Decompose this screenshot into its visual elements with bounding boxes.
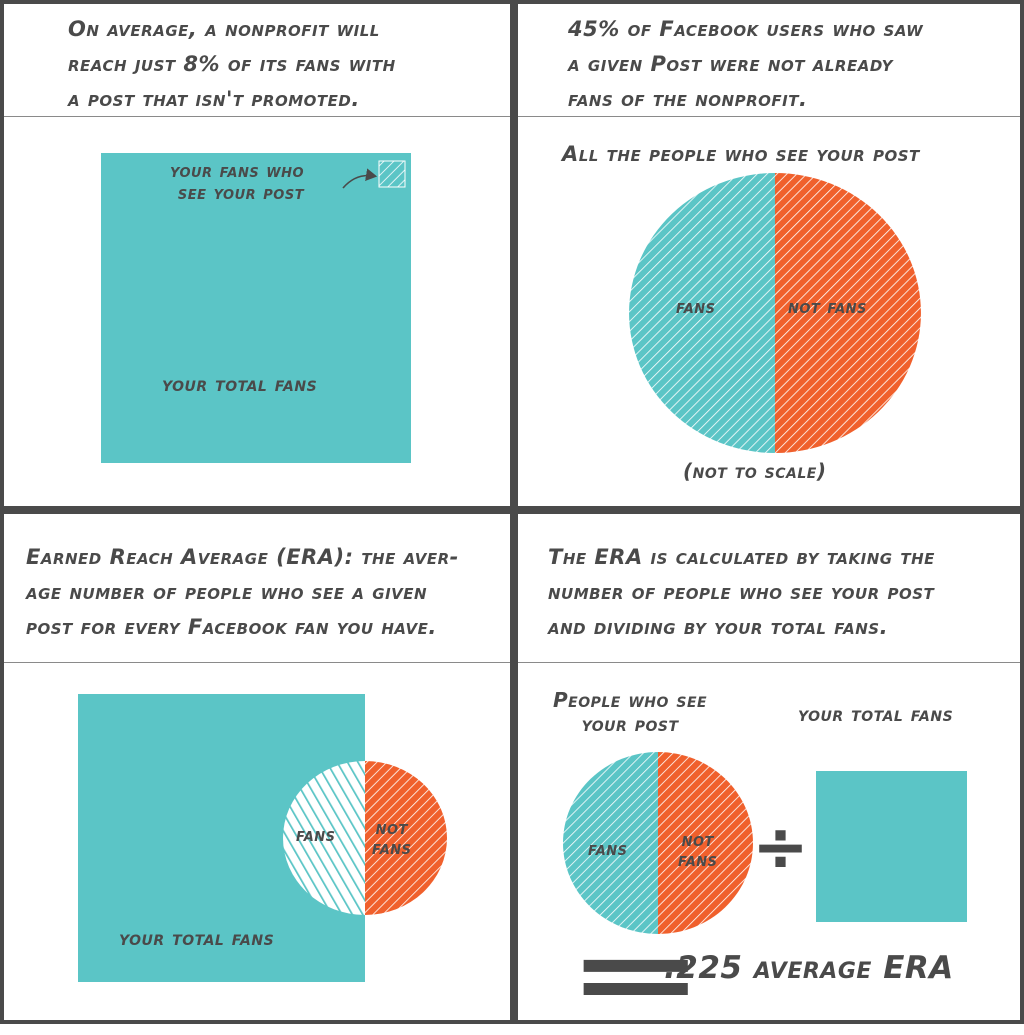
overlap-label-fans: fans [296, 824, 336, 846]
pie-slice-label-not-fans: not fans [788, 296, 867, 318]
caption-line: and dividing by your total fans. [548, 615, 889, 639]
caption-line: 45% of Facebook users who saw [568, 17, 924, 41]
inset-label-line: see your post [177, 182, 305, 204]
caption-line: number of people who see your post [548, 580, 935, 604]
caption-line: reach just 8% of its fans with [68, 52, 396, 76]
square-label: your total fans [162, 372, 318, 396]
era-result: .225 average ERA [664, 950, 954, 986]
small-pie-slice-not-fans [658, 752, 753, 934]
arrow-icon [342, 168, 378, 189]
overlap-label-line: not [375, 817, 408, 839]
bottom-left-caption-divider [4, 662, 510, 663]
top-left-caption-divider [4, 116, 510, 117]
top-right-caption-divider [518, 116, 1020, 117]
pie-slice-not-fans [775, 173, 921, 453]
caption-line: fans of the nonprofit. [568, 87, 808, 111]
small-pie-label-not-fans: not fans [678, 830, 718, 870]
square-label: your total fans [798, 702, 954, 726]
bottom-left-caption: Earned Reach Average (ERA): the aver- ag… [26, 540, 506, 645]
inset-label: your fans who see your post [170, 160, 304, 204]
pie-label-line: your post [581, 712, 679, 736]
center-horizontal-divider [0, 506, 1024, 514]
caption-line: post for every Facebook fan you have. [26, 615, 437, 639]
pie-label: People who see your post [553, 688, 707, 736]
caption-line: Earned Reach Average (ERA): the aver- [26, 545, 459, 569]
square-label: your total fans [119, 926, 275, 950]
pie-slice-fans [629, 173, 775, 453]
caption-line: a given Post were not already [568, 52, 893, 76]
small-pie-label-line: not [681, 829, 714, 851]
equals-icon: = [566, 913, 707, 1035]
pie-title: All the people who see your post [562, 142, 920, 166]
overlap-fans-half [283, 761, 365, 915]
top-right-caption: 45% of Facebook users who saw a given Po… [568, 12, 1008, 117]
divide-icon: ÷ [752, 808, 810, 887]
pie-label-line: People who see [553, 688, 708, 712]
caption-line: age number of people who see a given [26, 580, 428, 604]
small-pie-slice-fans [563, 752, 658, 934]
bottom-right-caption: The ERA is calculated by taking the numb… [548, 540, 1018, 645]
overlap-label-not-fans: not fans [372, 818, 412, 858]
inset-label-line: your fans who [170, 160, 305, 182]
small-pie-label-fans: fans [588, 838, 628, 860]
total-fans-square [101, 153, 411, 463]
not-to-scale-note: (not to scale) [683, 459, 827, 483]
pie-slice-label-fans: fans [676, 296, 716, 318]
caption-line: On average, a nonprofit will [68, 17, 380, 41]
small-pie-label-line: fans [678, 849, 718, 871]
top-left-caption: On average, a nonprofit will reach just … [68, 12, 498, 117]
overlap-label-line: fans [372, 837, 412, 859]
caption-line: The ERA is calculated by taking the [548, 545, 935, 569]
overlap-not-fans-half [365, 761, 447, 915]
fans-who-see-post-inset [378, 160, 406, 188]
caption-line: a post that isn't promoted. [68, 87, 360, 111]
bottom-right-caption-divider [518, 662, 1020, 663]
total-fans-square [816, 771, 967, 922]
